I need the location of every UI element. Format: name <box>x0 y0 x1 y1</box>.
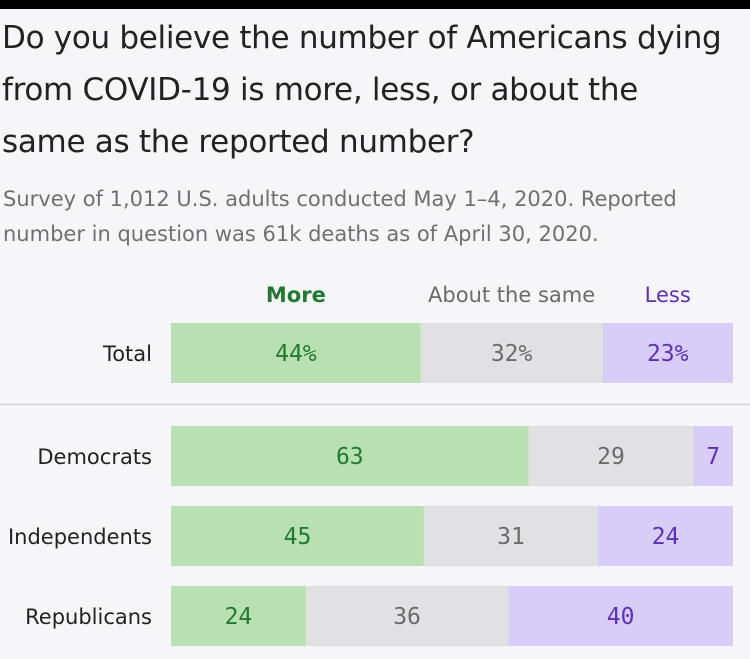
top-bar <box>0 0 750 9</box>
chart-subtitle: Survey of 1,012 U.S. adults conducted Ma… <box>3 187 677 246</box>
legend-less: Less <box>645 283 691 307</box>
legend-about-the-same: About the same <box>428 283 595 307</box>
bar-total-about-the-same <box>420 323 603 383</box>
value-label-democrats-1: 29 <box>597 444 625 470</box>
row-label-independents: Independents <box>8 525 152 549</box>
value-label-total-0: 44% <box>275 341 317 367</box>
value-label-independents-0: 45 <box>284 524 312 550</box>
row-label-total: Total <box>102 342 152 366</box>
value-label-republicans-2: 40 <box>607 604 635 630</box>
stacked-bar-chart: More About the same Less Total 44% 32% 23% Demo… <box>0 283 750 646</box>
chart-title: Do you believe the number of Americans d… <box>2 20 722 160</box>
legend-more: More <box>266 283 326 307</box>
value-label-republicans-1: 36 <box>393 604 421 630</box>
bar-republicans-less <box>508 586 733 646</box>
row-label-democrats: Democrats <box>37 445 152 469</box>
bar-total-more <box>171 323 421 383</box>
bar-democrats-about-the-same <box>528 426 694 486</box>
value-label-total-1: 32% <box>491 341 533 367</box>
row-label-republicans: Republicans <box>25 605 152 629</box>
value-label-independents-1: 31 <box>497 524 525 550</box>
value-label-democrats-2: 7 <box>706 444 720 470</box>
bar-independents-less <box>598 506 733 566</box>
bar-democrats-less <box>693 426 733 486</box>
bar-republicans-about-the-same <box>305 586 509 646</box>
value-label-democrats-0: 63 <box>336 444 364 470</box>
value-label-independents-2: 24 <box>652 524 680 550</box>
bar-independents-more <box>171 506 424 566</box>
value-label-republicans-0: 24 <box>225 604 253 630</box>
bar-republicans-more <box>171 586 306 646</box>
bar-democrats-more <box>171 426 529 486</box>
value-label-total-2: 23% <box>647 341 689 367</box>
bar-independents-about-the-same <box>423 506 599 566</box>
bar-total-less <box>602 323 733 383</box>
